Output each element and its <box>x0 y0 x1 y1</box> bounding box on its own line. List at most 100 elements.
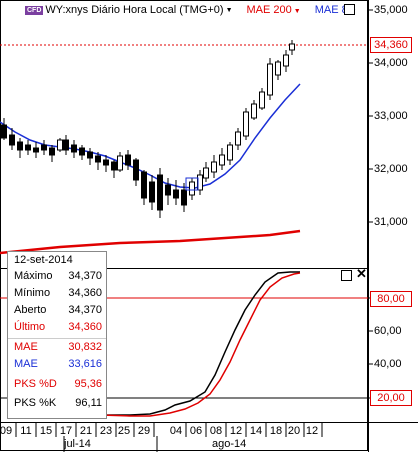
info-row: Mínimo 34,360 <box>14 287 102 303</box>
info-row: PKS %D 95,36 <box>14 378 102 394</box>
info-date: 12-set-2014 <box>14 254 73 266</box>
title-dropdown-icon[interactable]: ▼ <box>225 6 233 14</box>
mae8-line <box>0 83 301 189</box>
price-label-4: 32,000 <box>374 163 408 175</box>
close-oscillator-icon[interactable]: ✕ <box>356 266 367 281</box>
info-row: MAE 30,832 <box>14 341 102 357</box>
chart-header: CFD WY:xnys Diário Hora Local (TMG+0) ▼ … <box>0 0 368 20</box>
candle-body <box>203 167 209 179</box>
candle-body <box>259 91 265 109</box>
candle-body <box>157 174 163 211</box>
month-label-ago: ago-14 <box>212 438 247 450</box>
info-row: Último 34,360 <box>14 321 102 337</box>
x-axis-day-label: 21 <box>79 425 93 437</box>
price-label-3: 33,000 <box>374 110 408 122</box>
x-axis-day-label: 20 <box>287 425 301 437</box>
info-row-value: 95,36 <box>74 378 102 390</box>
x-axis-day-label: 12 <box>305 425 319 437</box>
candle-body <box>243 111 249 137</box>
candle-body <box>79 147 85 156</box>
cfd-badge: CFD <box>25 5 44 15</box>
x-axis-day-label: 06 <box>189 425 203 437</box>
candle-body <box>149 181 155 203</box>
candle-body <box>267 63 273 96</box>
x-axis-day-label: 11 <box>20 425 32 437</box>
info-row-value: 96,11 <box>75 397 102 409</box>
month-label-jul: jul-14 <box>64 438 91 450</box>
x-axis-day-label: 14 <box>249 425 263 437</box>
info-row-label: Último <box>14 321 46 333</box>
candle-body <box>283 54 289 67</box>
candle-body <box>103 159 109 166</box>
candle-body <box>141 171 147 199</box>
candle-body <box>33 147 39 153</box>
mae8-label: MAE 8 <box>314 4 348 16</box>
candle-body <box>57 139 63 151</box>
candlesticks <box>1 40 295 218</box>
osc-label-60: 60,00 <box>374 325 402 337</box>
info-row-value: 30,832 <box>68 341 102 353</box>
mae200-dropdown-icon[interactable]: ▼ <box>293 8 301 15</box>
info-row: Aberto 34,370 <box>14 304 102 320</box>
candle-body <box>87 151 93 159</box>
x-axis-day-label: 12 <box>229 425 243 437</box>
selected-candle-marker[interactable] <box>185 177 199 191</box>
candle-body <box>9 134 15 146</box>
candle-body <box>219 154 225 166</box>
candle-body <box>173 189 179 199</box>
x-axis-day-label: 15 <box>39 425 53 437</box>
candle-body <box>49 147 55 156</box>
mae200-indicator[interactable]: MAE 200 ▼ <box>247 4 301 16</box>
info-row-value: 34,370 <box>68 304 102 316</box>
info-row: MAE 33,616 <box>14 358 102 374</box>
maximize-pane-icon[interactable] <box>344 4 355 15</box>
osc-label-40: 40,00 <box>374 358 402 370</box>
mae200-line <box>0 229 301 255</box>
info-row: Máximo 34,370 <box>14 270 102 286</box>
info-row-label: Aberto <box>14 304 47 316</box>
candle-body <box>211 161 217 173</box>
info-row-value: 34,360 <box>68 321 102 333</box>
info-row-label: MAE <box>14 341 38 353</box>
candle-body <box>133 159 139 181</box>
info-divider <box>8 338 106 339</box>
info-row-label: Mínimo <box>14 287 51 299</box>
x-axis-day-label: 18 <box>269 425 283 437</box>
x-axis-day-label: 08 <box>209 425 223 437</box>
price-label-1: 35,000 <box>374 4 408 16</box>
x-axis-day-label: 25 <box>117 425 131 437</box>
price-axis-ticks <box>368 9 373 223</box>
candle-body <box>227 144 233 161</box>
candle-body <box>117 155 123 171</box>
candle-body <box>41 144 47 151</box>
maximize-oscillator-icon[interactable] <box>341 270 352 281</box>
pks-k-line <box>100 271 300 416</box>
mae200-label: MAE 200 <box>246 4 292 16</box>
price-label-5: 31,000 <box>374 216 408 228</box>
info-row-value: 34,360 <box>68 287 102 299</box>
candle-body <box>63 139 69 151</box>
info-row-label: PKS %D <box>14 378 57 390</box>
candle-body <box>111 161 117 171</box>
pks-d-line <box>99 272 301 417</box>
candle-body <box>71 144 77 153</box>
x-axis-day-label: 29 <box>137 425 151 437</box>
x-axis-ticks <box>15 423 323 437</box>
info-row-label: PKS %K <box>14 397 57 409</box>
candle-body <box>165 184 171 196</box>
candle-body <box>1 124 7 139</box>
info-row-label: MAE <box>14 358 38 370</box>
x-axis-day-label: 09 <box>0 425 13 437</box>
osc-label-80: 80,00 <box>370 291 412 307</box>
candle-body <box>251 103 257 119</box>
current-price-tag: 34,360 <box>370 37 412 53</box>
candle-body <box>181 189 187 206</box>
price-label-2: 34,000 <box>374 57 408 69</box>
x-axis-day-label: 04 <box>169 425 183 437</box>
x-axis-day-label: 23 <box>99 425 113 437</box>
x-axis-day-label: 17 <box>59 425 73 437</box>
instrument-title[interactable]: WY:xnys Diário Hora Local (TMG+0) <box>45 4 224 16</box>
candle-body <box>235 131 241 146</box>
data-window-panel[interactable]: 12-set-2014 Máximo 34,370 Mínimo 34,360 Aber… <box>7 251 107 419</box>
